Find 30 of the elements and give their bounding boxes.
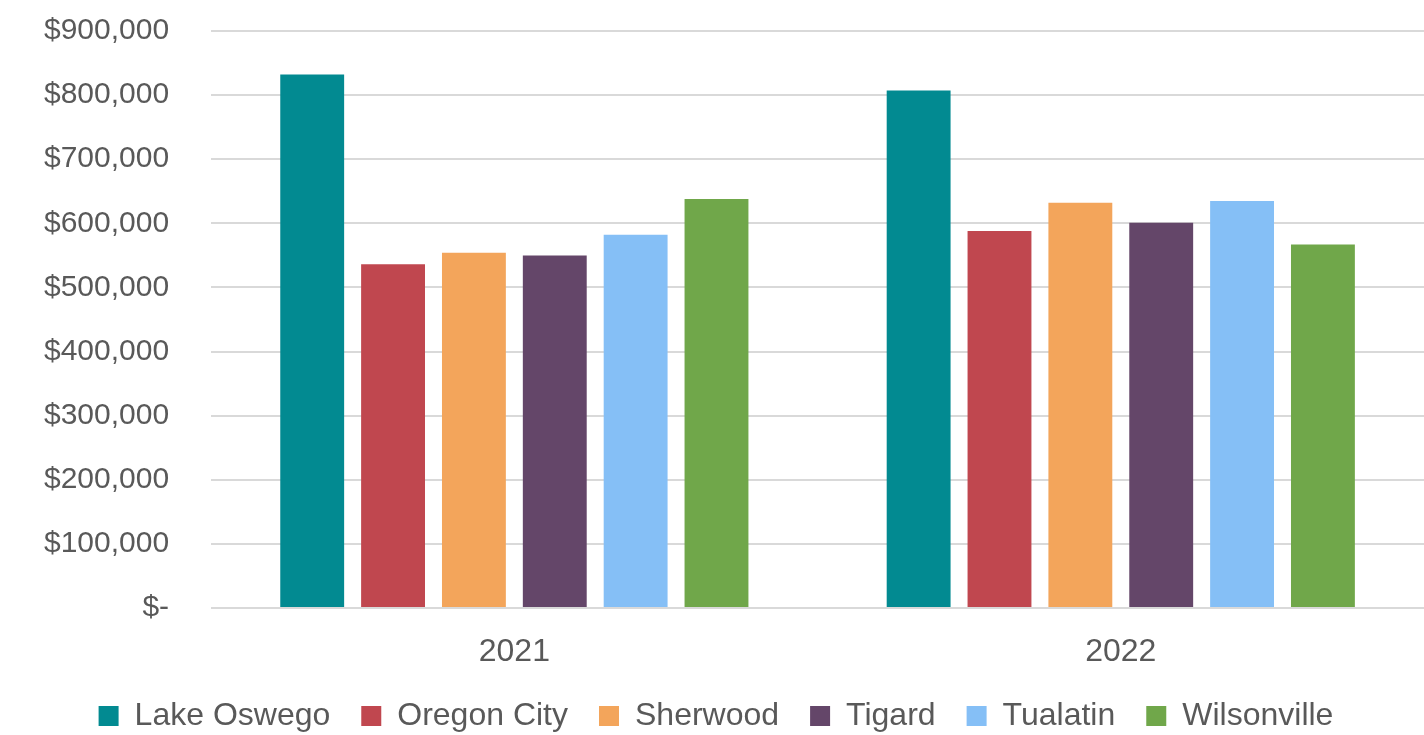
y-tick-label: $600,000 [43, 204, 170, 238]
x-tick-label: 2021 [478, 631, 550, 668]
legend-label: Tualatin [1002, 695, 1116, 732]
legend-label: Sherwood [635, 695, 780, 732]
bar [1048, 202, 1113, 607]
y-tick-label: $700,000 [43, 140, 170, 174]
bar [603, 234, 668, 607]
legend-label: Lake Oswego [134, 695, 331, 732]
y-tick-label: $300,000 [43, 396, 170, 430]
bar [886, 90, 951, 607]
y-tick-label: $- [142, 589, 170, 623]
bar [684, 198, 749, 607]
y-tick-label: $100,000 [43, 525, 170, 559]
bar [967, 231, 1032, 607]
bar [522, 255, 587, 607]
x-tick-label: 2022 [1085, 631, 1157, 668]
bar [1129, 222, 1194, 607]
bar [361, 264, 425, 607]
legend-label: Oregon City [397, 695, 568, 732]
y-tick-label: $400,000 [43, 332, 170, 366]
y-tick-label: $200,000 [43, 461, 170, 495]
legend-label: Tigard [846, 695, 936, 732]
y-tick-label: $900,000 [43, 12, 170, 46]
y-tick-label: $800,000 [43, 76, 170, 110]
bar [1210, 200, 1275, 607]
bar [441, 252, 506, 607]
y-tick-label: $500,000 [43, 268, 170, 302]
bar [1290, 244, 1355, 607]
bar [280, 74, 345, 607]
legend-label: Wilsonville [1182, 695, 1334, 732]
